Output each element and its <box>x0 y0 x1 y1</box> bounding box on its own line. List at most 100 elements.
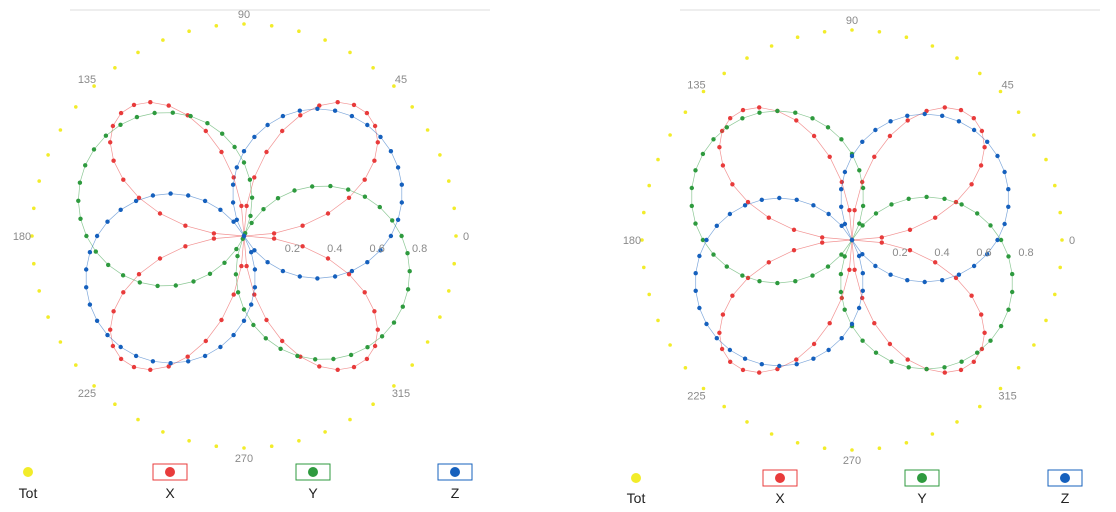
point-z-23 <box>202 198 208 204</box>
point-tot-33 <box>161 430 165 434</box>
series-tot <box>30 22 458 450</box>
point-x-25 <box>148 100 153 105</box>
point-tot-46 <box>1053 292 1057 297</box>
point-z-11 <box>297 108 302 113</box>
point-x-59 <box>905 357 910 362</box>
angle-tick-label-315: 315 <box>392 388 410 400</box>
point-y-41 <box>842 254 847 259</box>
point-y-33 <box>120 273 126 278</box>
legend-swatch-box-y <box>295 463 331 481</box>
point-x-58 <box>280 338 285 344</box>
point-tot-33 <box>769 432 774 436</box>
point-x-42 <box>720 312 726 317</box>
point-x-47 <box>757 370 762 375</box>
legend-marker-tot <box>631 473 641 483</box>
point-z-16 <box>234 165 239 170</box>
point-y-2 <box>975 211 980 216</box>
point-y-33 <box>740 273 745 278</box>
point-z-25 <box>777 195 782 201</box>
series-tot <box>640 28 1064 452</box>
point-tot-10 <box>297 29 301 33</box>
point-z-6 <box>378 134 383 140</box>
point-tot-32 <box>136 417 140 422</box>
point-y-9 <box>261 207 266 212</box>
point-y-58 <box>1010 271 1015 277</box>
point-z-8 <box>956 119 962 124</box>
point-y-17 <box>220 131 225 136</box>
point-z-16 <box>842 169 848 175</box>
point-z-41 <box>794 362 799 367</box>
point-z-9 <box>332 108 338 113</box>
point-y-24 <box>711 137 716 142</box>
point-tot-24 <box>640 238 644 242</box>
point-y-44 <box>235 290 241 295</box>
radial-tick-label-0.4: 0.4 <box>327 243 342 255</box>
point-x-1 <box>879 235 884 240</box>
angle-tick-label-270: 270 <box>235 453 253 465</box>
point-y-54 <box>988 338 993 343</box>
point-y-14 <box>247 177 253 182</box>
polar-chart-1: 90 45 0 315 270 225 180 135 0.2 0.4 0.6 0.8 Tot X Y Z <box>13 9 490 501</box>
point-tot-15 <box>161 38 165 42</box>
point-y-51 <box>331 356 336 362</box>
point-tot-3 <box>438 153 442 157</box>
point-x-69 <box>325 256 331 261</box>
point-y-3 <box>362 194 368 199</box>
point-x-50 <box>811 341 817 347</box>
point-z-42 <box>202 353 208 359</box>
angle-tick-label-315: 315 <box>998 391 1016 403</box>
angle-tick-label-270: 270 <box>843 455 861 467</box>
legend-marker-y <box>308 467 318 477</box>
point-tot-44 <box>1032 343 1036 347</box>
point-tot-34 <box>795 441 800 445</box>
point-z-22 <box>826 211 831 217</box>
legend-marker-x <box>775 473 785 483</box>
point-y-50 <box>313 357 318 362</box>
point-y-50 <box>924 366 929 372</box>
point-y-59 <box>405 251 410 256</box>
point-y-7 <box>292 188 297 193</box>
point-z-39 <box>150 359 156 364</box>
point-z-57 <box>349 268 355 274</box>
series-z <box>693 111 1011 369</box>
point-x-70 <box>300 244 305 249</box>
point-x-67 <box>362 290 367 295</box>
point-z-28 <box>118 207 123 212</box>
point-x-31 <box>121 177 126 182</box>
point-x-21 <box>219 149 224 155</box>
point-z-14 <box>860 139 865 144</box>
point-z-5 <box>995 153 1000 159</box>
angle-tick-label-180: 180 <box>623 235 641 247</box>
point-x-23 <box>794 118 799 123</box>
point-x-22 <box>811 133 817 139</box>
point-x-52 <box>839 295 844 301</box>
point-y-42 <box>235 253 240 259</box>
point-tot-25 <box>642 265 646 270</box>
point-y-49 <box>906 365 911 370</box>
angle-tick-label-0: 0 <box>463 231 469 243</box>
point-z-59 <box>985 252 990 257</box>
legend-label-z: Z <box>1061 490 1070 506</box>
point-z-17 <box>230 182 236 187</box>
point-y-25 <box>700 151 706 157</box>
point-tot-40 <box>348 417 352 422</box>
point-tot-37 <box>269 444 274 449</box>
point-tot-21 <box>46 153 50 157</box>
point-x-34 <box>791 227 797 232</box>
point-z-51 <box>860 252 865 257</box>
point-z-0 <box>995 237 1000 243</box>
point-x-17 <box>852 208 857 213</box>
point-y-29 <box>78 216 83 221</box>
point-y-53 <box>365 345 370 350</box>
point-x-1 <box>271 231 277 236</box>
point-y-53 <box>975 350 980 355</box>
point-z-0 <box>388 233 394 239</box>
point-y-31 <box>93 249 99 254</box>
point-tot-39 <box>930 432 935 436</box>
point-tot-4 <box>1032 133 1036 137</box>
angle-tick-label-135: 135 <box>78 74 96 86</box>
point-y-32 <box>724 264 729 269</box>
point-y-0 <box>998 237 1004 243</box>
point-z-1 <box>1002 221 1007 227</box>
point-z-50 <box>849 237 855 243</box>
